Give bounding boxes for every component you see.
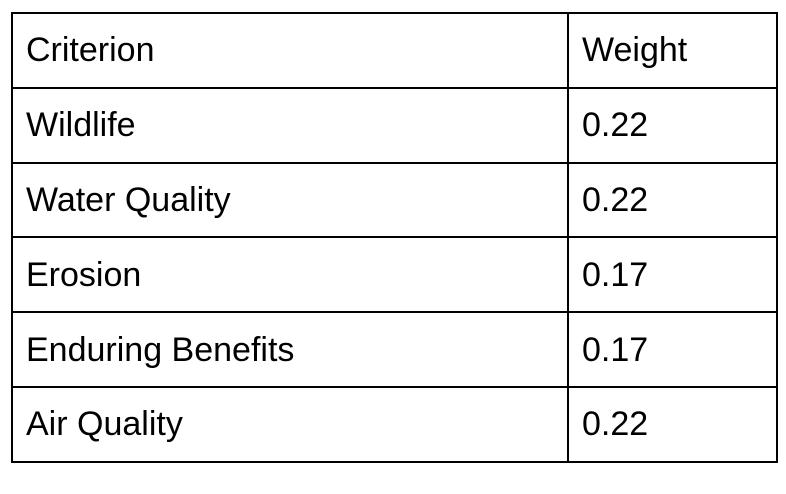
table-row: Enduring Benefits 0.17 bbox=[11, 311, 778, 388]
weight-cell: 0.22 bbox=[567, 161, 778, 239]
weight-cell: 0.17 bbox=[567, 236, 778, 314]
table-header-row: Criterion Weight bbox=[11, 12, 778, 89]
criterion-cell: Water Quality bbox=[11, 161, 569, 239]
criterion-cell: Wildlife bbox=[11, 86, 569, 164]
table-row: Water Quality 0.22 bbox=[11, 161, 778, 239]
criterion-cell: Erosion bbox=[11, 236, 569, 314]
table-row: Wildlife 0.22 bbox=[11, 86, 778, 164]
criterion-cell: Enduring Benefits bbox=[11, 311, 569, 388]
table-row: Air Quality 0.22 bbox=[11, 385, 778, 463]
header-weight: Weight bbox=[567, 12, 778, 89]
table-row: Erosion 0.17 bbox=[11, 236, 778, 314]
criteria-weights-table-container: Criterion Weight Wildlife 0.22 Water Qua… bbox=[11, 12, 778, 463]
weight-cell: 0.17 bbox=[567, 311, 778, 388]
criterion-cell: Air Quality bbox=[11, 385, 569, 463]
weight-cell: 0.22 bbox=[567, 86, 778, 164]
header-criterion: Criterion bbox=[11, 12, 569, 89]
weight-cell: 0.22 bbox=[567, 385, 778, 463]
criteria-weights-table: Criterion Weight Wildlife 0.22 Water Qua… bbox=[11, 12, 778, 463]
